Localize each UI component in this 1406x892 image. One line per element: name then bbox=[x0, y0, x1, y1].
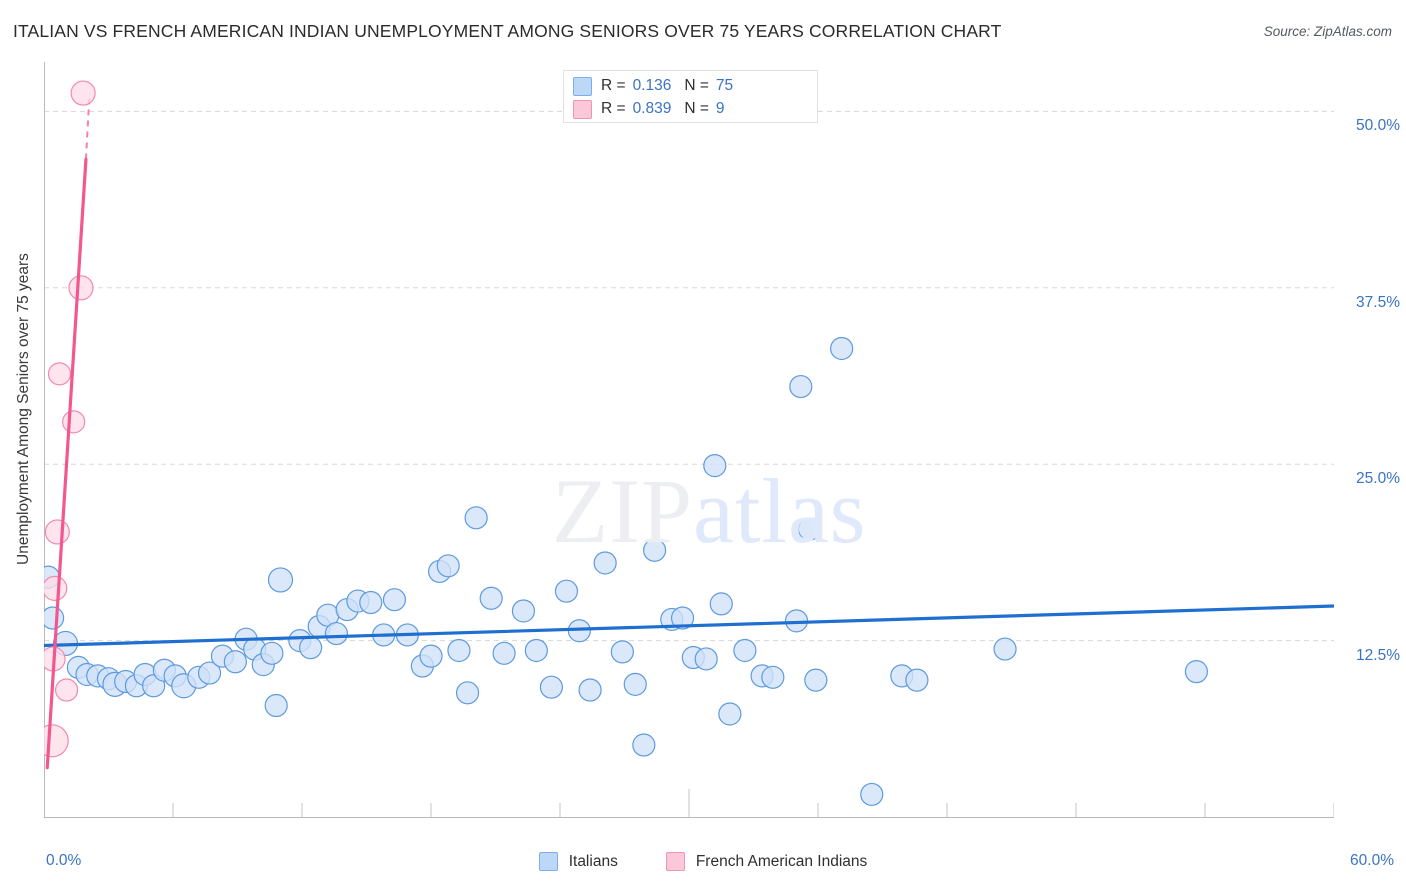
y-axis-tick-label: 12.5% bbox=[1356, 646, 1400, 664]
legend-r-value-1: 0.136 bbox=[632, 77, 672, 94]
legend-n-value-2: 9 bbox=[715, 100, 725, 117]
data-point[interactable] bbox=[359, 590, 383, 615]
data-point[interactable] bbox=[632, 733, 656, 757]
data-point[interactable] bbox=[797, 517, 822, 541]
data-point[interactable] bbox=[479, 586, 503, 610]
data-point[interactable] bbox=[267, 567, 294, 593]
series-legend-item-italians[interactable]: Italians bbox=[538, 852, 618, 871]
data-point[interactable] bbox=[455, 681, 480, 705]
y-axis-tick-label: 25.0% bbox=[1356, 470, 1400, 488]
data-point[interactable] bbox=[511, 599, 536, 623]
data-point[interactable] bbox=[419, 644, 443, 668]
data-point[interactable] bbox=[703, 454, 727, 478]
x-axis-max-label: 60.0% bbox=[1350, 852, 1394, 869]
data-point[interactable] bbox=[709, 592, 733, 616]
x-axis-min-label: 0.0% bbox=[46, 852, 82, 869]
y-axis-title: Unemployment Among Seniors over 75 years bbox=[15, 253, 32, 565]
data-point[interactable] bbox=[223, 650, 247, 674]
data-point[interactable] bbox=[447, 638, 471, 663]
data-point[interactable] bbox=[554, 579, 579, 603]
page-title: ITALIAN VS FRENCH AMERICAN INDIAN UNEMPL… bbox=[13, 21, 1002, 41]
scatter-svg bbox=[35, 62, 1336, 818]
legend-swatch-french-american-indians bbox=[573, 99, 592, 119]
data-point[interactable] bbox=[42, 575, 68, 601]
y-axis-tick-label: 37.5% bbox=[1356, 293, 1400, 311]
data-point[interactable] bbox=[905, 668, 929, 692]
data-point[interactable] bbox=[62, 410, 86, 434]
data-point[interactable] bbox=[1184, 660, 1209, 684]
series-swatch-french-american-indians bbox=[665, 852, 685, 871]
data-point[interactable] bbox=[830, 336, 854, 361]
correlation-legend: R = 0.136 N = 75 R = 0.839 N = 9 bbox=[563, 70, 818, 123]
data-point[interactable] bbox=[492, 641, 516, 665]
legend-row-italians: R = 0.136 N = 75 bbox=[573, 74, 733, 98]
data-point[interactable] bbox=[539, 675, 563, 699]
data-point[interactable] bbox=[789, 374, 813, 399]
series-label-italians: Italians bbox=[568, 852, 618, 870]
data-point[interactable] bbox=[623, 672, 647, 696]
trendline bbox=[45, 157, 88, 770]
data-point[interactable] bbox=[47, 362, 72, 386]
data-point[interactable] bbox=[464, 506, 488, 530]
data-point[interactable] bbox=[610, 640, 634, 664]
data-point[interactable] bbox=[299, 636, 323, 660]
legend-swatch-italians bbox=[573, 76, 592, 96]
data-point[interactable] bbox=[436, 554, 460, 578]
data-point[interactable] bbox=[733, 638, 757, 663]
legend-n-label-1: N = bbox=[684, 77, 709, 94]
plot-area: ZIPatlas bbox=[35, 62, 1336, 830]
legend-row-french-american-indians: R = 0.839 N = 9 bbox=[573, 97, 725, 121]
data-point[interactable] bbox=[197, 661, 222, 685]
series-swatch-italians bbox=[538, 852, 558, 871]
data-point[interactable] bbox=[993, 637, 1017, 661]
series-italians bbox=[36, 336, 1336, 807]
data-point[interactable] bbox=[54, 678, 79, 702]
source-attribution: Source: ZipAtlas.com bbox=[1263, 24, 1392, 39]
data-point[interactable] bbox=[718, 702, 742, 726]
legend-r-value-2: 0.839 bbox=[632, 100, 672, 117]
data-point[interactable] bbox=[761, 665, 785, 689]
data-point[interactable] bbox=[578, 678, 602, 702]
data-point[interactable] bbox=[694, 647, 718, 671]
trendline bbox=[42, 604, 1336, 648]
series-label-french-american-indians: French American Indians bbox=[695, 852, 868, 870]
legend-n-label-2: N = bbox=[684, 100, 709, 117]
data-point[interactable] bbox=[68, 275, 94, 301]
data-point[interactable] bbox=[44, 519, 70, 545]
data-point[interactable] bbox=[264, 693, 288, 718]
data-point[interactable] bbox=[642, 538, 667, 562]
y-axis-tick-label: 50.0% bbox=[1356, 117, 1400, 135]
data-point[interactable] bbox=[324, 621, 348, 646]
legend-n-value-1: 75 bbox=[715, 77, 734, 94]
data-point[interactable] bbox=[524, 638, 548, 663]
data-point[interactable] bbox=[593, 551, 617, 575]
data-point[interactable] bbox=[382, 588, 407, 612]
legend-r-label-1: R = bbox=[601, 77, 626, 94]
data-point[interactable] bbox=[860, 782, 884, 807]
series-legend: Italians French American Indians bbox=[0, 852, 1406, 871]
data-point[interactable] bbox=[70, 80, 96, 106]
data-point[interactable] bbox=[41, 606, 65, 630]
data-point[interactable] bbox=[804, 668, 828, 692]
data-point[interactable] bbox=[670, 606, 695, 630]
series-legend-item-french-american-indians[interactable]: French American Indians bbox=[665, 852, 868, 871]
series-french-american-indians bbox=[35, 80, 96, 770]
legend-r-label-2: R = bbox=[601, 100, 626, 117]
data-point[interactable] bbox=[260, 641, 284, 665]
